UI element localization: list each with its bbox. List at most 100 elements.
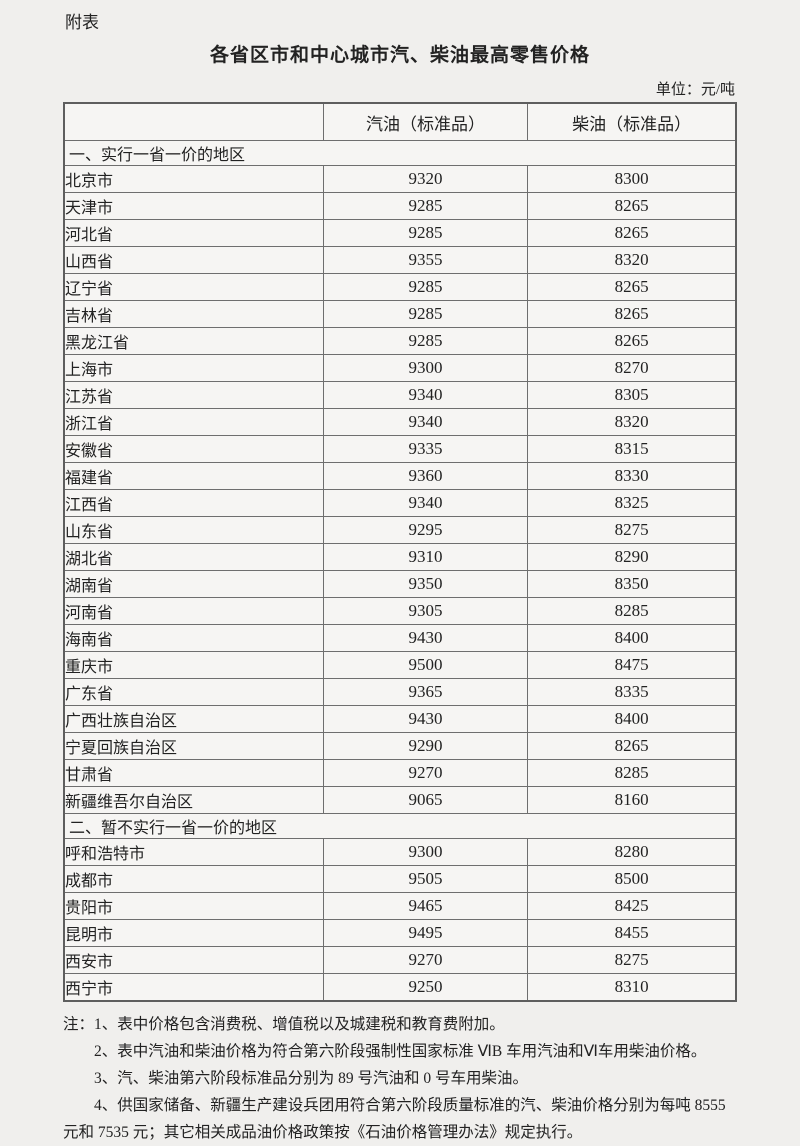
diesel-price-cell: 8330 xyxy=(527,462,737,490)
region-cell: 甘肃省 xyxy=(63,759,324,787)
diesel-price-cell: 8275 xyxy=(527,946,737,974)
page-title: 各省区市和中心城市汽、柴油最高零售价格 xyxy=(209,45,590,66)
gasoline-price-cell: 9305 xyxy=(322,597,529,625)
diesel-price-cell: 8280 xyxy=(527,838,737,866)
region-cell: 辽宁省 xyxy=(63,273,324,301)
table-row: 北京市 9320 8300 xyxy=(63,165,737,193)
table-row: 呼和浩特市 9300 8280 xyxy=(63,838,737,866)
gasoline-price-cell: 9350 xyxy=(322,570,529,598)
region-cell: 海南省 xyxy=(63,624,324,652)
gasoline-price-cell: 9270 xyxy=(322,759,529,787)
column-header-diesel: 柴油（标准品） xyxy=(527,102,737,141)
region-cell: 黑龙江省 xyxy=(63,327,324,355)
diesel-price-cell: 8350 xyxy=(527,570,737,598)
diesel-price-cell: 8265 xyxy=(527,273,737,301)
diesel-price-cell: 8455 xyxy=(527,919,737,947)
gasoline-price-cell: 9430 xyxy=(322,705,529,733)
region-cell: 广东省 xyxy=(63,678,324,706)
region-cell: 北京市 xyxy=(63,165,324,193)
diesel-price-cell: 8400 xyxy=(527,705,737,733)
table-row: 广西壮族自治区 9430 8400 xyxy=(63,705,737,733)
region-cell: 上海市 xyxy=(63,354,324,382)
table-row: 湖南省 9350 8350 xyxy=(63,570,737,598)
notes: 注：1、表中价格包含消费税、增值税以及城建税和教育费附加。 2、表中汽油和柴油价格… xyxy=(63,1011,737,1146)
section-header-label: 一、实行一省一价的地区 xyxy=(63,140,737,166)
region-cell: 重庆市 xyxy=(63,651,324,679)
table-row: 湖北省 9310 8290 xyxy=(63,543,737,571)
table-row: 昆明市 9495 8455 xyxy=(63,919,737,947)
region-cell: 福建省 xyxy=(63,462,324,490)
region-cell: 宁夏回族自治区 xyxy=(63,732,324,760)
gasoline-price-cell: 9270 xyxy=(322,946,529,974)
table-row: 宁夏回族自治区 9290 8265 xyxy=(63,732,737,760)
gasoline-price-cell: 9300 xyxy=(322,354,529,382)
table-row: 山西省 9355 8320 xyxy=(63,246,737,274)
diesel-price-cell: 8320 xyxy=(527,408,737,436)
table-row: 辽宁省 9285 8265 xyxy=(63,273,737,301)
table-header-row: 汽油（标准品） 柴油（标准品） xyxy=(63,102,737,141)
diesel-price-cell: 8425 xyxy=(527,892,737,920)
gasoline-price-cell: 9285 xyxy=(322,327,529,355)
table-row: 重庆市 9500 8475 xyxy=(63,651,737,679)
table-row: 河北省 9285 8265 xyxy=(63,219,737,247)
table-row: 福建省 9360 8330 xyxy=(63,462,737,490)
diesel-price-cell: 8285 xyxy=(527,759,737,787)
region-cell: 西宁市 xyxy=(63,973,324,1002)
diesel-price-cell: 8315 xyxy=(527,435,737,463)
note-line: 注：1、表中价格包含消费税、增值税以及城建税和教育费附加。 xyxy=(63,1016,505,1033)
diesel-price-cell: 8310 xyxy=(527,973,737,1002)
table-row: 海南省 9430 8400 xyxy=(63,624,737,652)
section-header-row: 一、实行一省一价的地区 xyxy=(63,140,737,166)
diesel-price-cell: 8270 xyxy=(527,354,737,382)
region-cell: 江西省 xyxy=(63,489,324,517)
note-line: 3、汽、柴油第六阶段标准品分别为 89 号汽油和 0 号车用柴油。 xyxy=(94,1070,529,1087)
table-row: 江西省 9340 8325 xyxy=(63,489,737,517)
diesel-price-cell: 8265 xyxy=(527,192,737,220)
gasoline-price-cell: 9295 xyxy=(322,516,529,544)
diesel-price-cell: 8320 xyxy=(527,246,737,274)
diesel-price-cell: 8265 xyxy=(527,300,737,328)
diesel-price-cell: 8335 xyxy=(527,678,737,706)
table-row: 甘肃省 9270 8285 xyxy=(63,759,737,787)
gasoline-price-cell: 9310 xyxy=(322,543,529,571)
table-row: 浙江省 9340 8320 xyxy=(63,408,737,436)
gasoline-price-cell: 9365 xyxy=(322,678,529,706)
diesel-price-cell: 8300 xyxy=(527,165,737,193)
table-row: 上海市 9300 8270 xyxy=(63,354,737,382)
gasoline-price-cell: 9285 xyxy=(322,219,529,247)
gasoline-price-cell: 9335 xyxy=(322,435,529,463)
column-header-region xyxy=(63,102,324,141)
table-row: 安徽省 9335 8315 xyxy=(63,435,737,463)
price-table-body: 一、实行一省一价的地区 北京市 9320 8300 天津市 9285 8265 河北省 9285… xyxy=(63,140,737,1002)
diesel-price-cell: 8305 xyxy=(527,381,737,409)
region-cell: 吉林省 xyxy=(63,300,324,328)
region-cell: 呼和浩特市 xyxy=(63,838,324,866)
region-cell: 江苏省 xyxy=(63,381,324,409)
table-row: 广东省 9365 8335 xyxy=(63,678,737,706)
gasoline-price-cell: 9340 xyxy=(322,381,529,409)
gasoline-price-cell: 9065 xyxy=(322,786,529,814)
note-line: 4、供国家储备、新疆生产建设兵团用符合第六阶段质量标准的汽、柴油价格分别为每吨 … xyxy=(63,1097,726,1141)
region-cell: 河南省 xyxy=(63,597,324,625)
gasoline-price-cell: 9340 xyxy=(322,408,529,436)
appendix-label: 附表 xyxy=(65,13,99,32)
table-row: 西安市 9270 8275 xyxy=(63,946,737,974)
diesel-price-cell: 8265 xyxy=(527,219,737,247)
diesel-price-cell: 8475 xyxy=(527,651,737,679)
gasoline-price-cell: 9500 xyxy=(322,651,529,679)
section-header-label: 二、暂不实行一省一价的地区 xyxy=(63,813,737,839)
region-cell: 浙江省 xyxy=(63,408,324,436)
gasoline-price-cell: 9465 xyxy=(322,892,529,920)
region-cell: 天津市 xyxy=(63,192,324,220)
diesel-price-cell: 8500 xyxy=(527,865,737,893)
gasoline-price-cell: 9250 xyxy=(322,973,529,1002)
table-row: 新疆维吾尔自治区 9065 8160 xyxy=(63,786,737,814)
region-cell: 湖南省 xyxy=(63,570,324,598)
table-row: 贵阳市 9465 8425 xyxy=(63,892,737,920)
region-cell: 新疆维吾尔自治区 xyxy=(63,786,324,814)
region-cell: 西安市 xyxy=(63,946,324,974)
unit-label: 单位：元/吨 xyxy=(655,82,735,98)
region-cell: 湖北省 xyxy=(63,543,324,571)
table-row: 天津市 9285 8265 xyxy=(63,192,737,220)
